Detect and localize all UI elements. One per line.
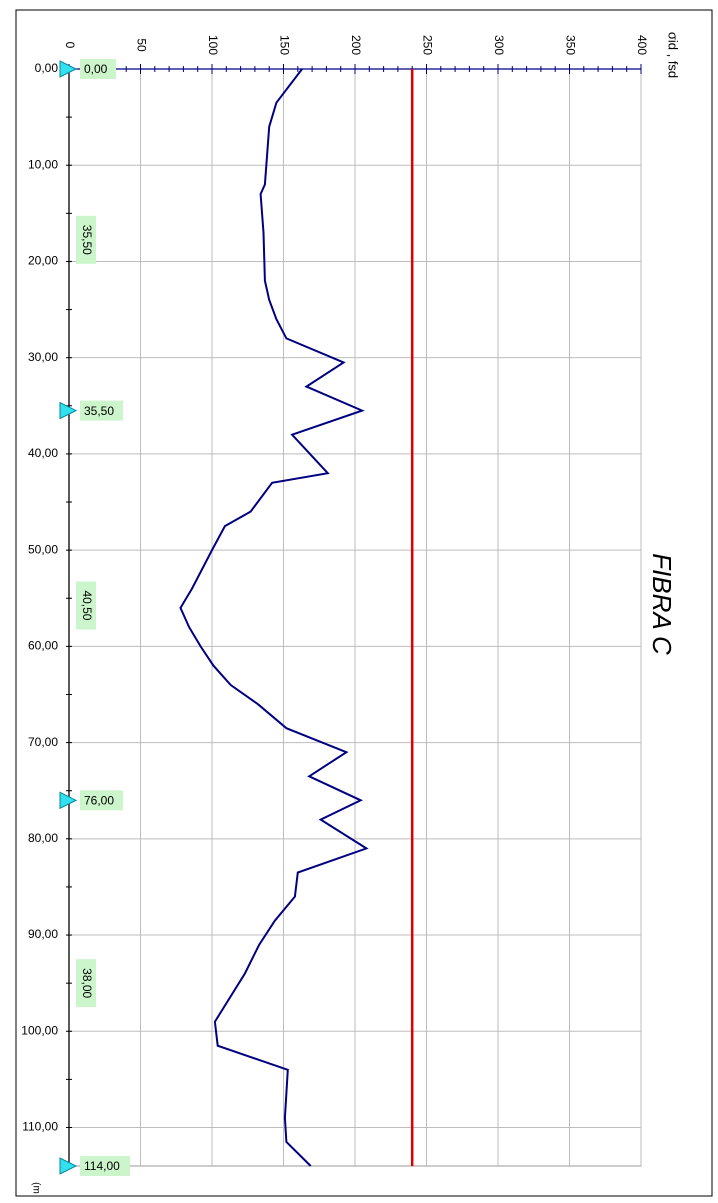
value-tick-label: 250 (420, 35, 434, 55)
stress-line (179, 68, 369, 1167)
distance-tick-label: 60,00 (28, 639, 58, 653)
marker-label: 76,00 (84, 794, 114, 808)
value-tick-label: 0 (63, 42, 77, 49)
marker-triangle (59, 791, 78, 810)
segment-label: 38,00 (80, 968, 94, 998)
x-axis-label: (m (30, 1182, 41, 1194)
marker-label-box (80, 790, 123, 811)
segment-label: 40,50 (80, 590, 94, 620)
value-tick-label: 50 (134, 38, 148, 52)
axes (66, 64, 642, 1166)
segment-label-box (76, 959, 96, 1008)
value-tick-label: 150 (277, 35, 291, 55)
segment-label-box (76, 215, 96, 264)
chart-border (15, 9, 713, 1197)
segment-label-box (76, 581, 96, 630)
value-tick-label: 350 (563, 35, 577, 55)
marker-label: 35,50 (84, 404, 114, 418)
value-tick-label: 300 (492, 35, 506, 55)
value-tick-label: 400 (635, 35, 649, 55)
marker-label-box (80, 1156, 130, 1176)
marker-label: 114,00 (84, 1159, 120, 1173)
distance-tick-label: 100,00 (21, 1023, 58, 1037)
series (179, 68, 414, 1167)
distance-tick-label: 40,00 (28, 446, 58, 460)
marker-label-box (80, 400, 123, 421)
chart-title: FIBRA C (647, 553, 677, 655)
y-axis-label: σid , fsd (666, 32, 681, 78)
marker-label-box (80, 59, 116, 79)
grid (68, 68, 642, 1167)
segment-label: 35,50 (80, 225, 94, 255)
distance-tick-label: 0,00 (35, 61, 59, 75)
marker-label: 0,00 (84, 62, 108, 76)
marker-triangle (59, 401, 78, 420)
marker-triangle (59, 1157, 78, 1175)
distance-tick-label: 20,00 (28, 254, 58, 268)
distance-tick-label: 90,00 (28, 927, 58, 941)
distance-tick-label: 50,00 (28, 542, 58, 556)
marker-triangle (59, 60, 78, 78)
value-tick-label: 200 (349, 35, 363, 55)
distance-tick-label: 110,00 (22, 1120, 58, 1134)
distance-tick-label: 30,00 (28, 350, 58, 364)
distance-tick-label: 70,00 (28, 735, 58, 749)
distance-tick-label: 80,00 (28, 831, 58, 845)
labels: 0 50 100 150 200 250 300 350 400 0,00 10,00 20,00 30… (21, 35, 649, 1176)
value-tick-label: 100 (206, 35, 220, 55)
distance-tick-label: 10,00 (28, 157, 58, 171)
